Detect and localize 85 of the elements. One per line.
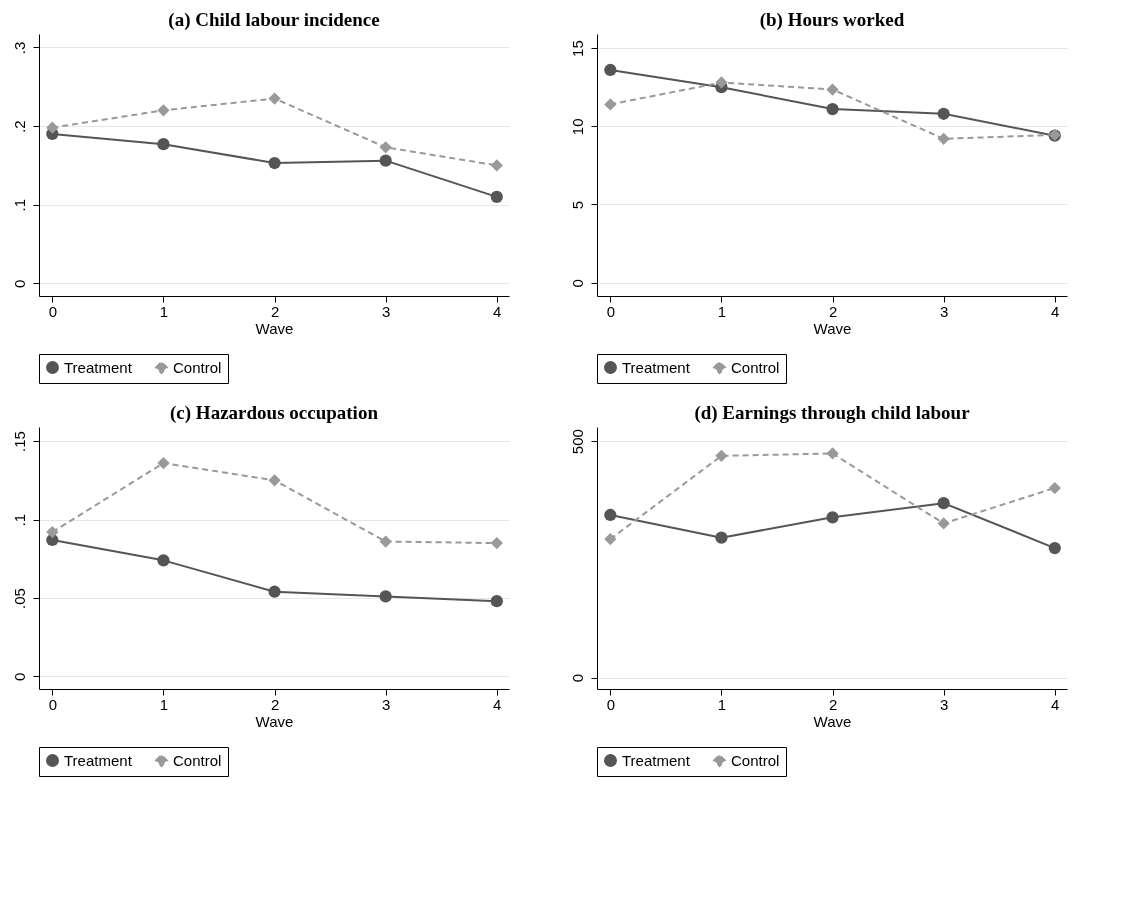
y-tick-label: 500: [568, 429, 586, 455]
x-axis-title: Wave: [255, 712, 294, 730]
x-tick-label: 1: [159, 302, 169, 320]
y-tick-label: .15: [10, 431, 28, 453]
y-tick-label: .1: [10, 513, 28, 527]
y-tick-label: 0: [10, 672, 28, 682]
x-axis-title: Wave: [813, 319, 852, 337]
point: [379, 535, 392, 548]
legend-label: Control: [731, 751, 780, 769]
legend-label: Treatment: [622, 751, 691, 769]
legend-label: Treatment: [64, 751, 133, 769]
x-tick-label: 1: [717, 302, 727, 320]
point: [490, 536, 503, 550]
x-tick-label: 2: [828, 695, 838, 713]
chart-title: (b) Hours worked: [759, 9, 905, 31]
point: [157, 104, 170, 117]
x-tick-label: 2: [828, 302, 838, 320]
y-tick-label: 0: [10, 279, 28, 289]
point: [157, 138, 170, 151]
x-tick-label: 4: [493, 695, 502, 713]
legend-label: Control: [173, 358, 222, 376]
x-tick-label: 1: [717, 695, 727, 713]
x-tick-label: 2: [270, 302, 280, 320]
point: [268, 474, 281, 487]
point: [604, 532, 617, 546]
chart-title: (d) Earnings through child labour: [694, 402, 971, 424]
point: [604, 98, 617, 111]
point: [937, 497, 950, 510]
x-tick-label: 1: [159, 695, 169, 713]
legend-label: Treatment: [622, 358, 691, 376]
point: [157, 554, 170, 567]
point: [937, 107, 950, 120]
chart-title: (a) Child labour incidence: [168, 9, 380, 31]
point: [46, 121, 59, 134]
point: [1048, 481, 1061, 495]
point: [826, 83, 839, 96]
x-tick-label: 4: [1051, 302, 1060, 320]
point: [604, 508, 617, 522]
y-tick-label: .2: [10, 120, 28, 133]
x-tick-label: 3: [381, 302, 391, 320]
point: [826, 102, 839, 116]
point: [826, 511, 839, 524]
point: [715, 76, 728, 89]
point: [826, 447, 839, 460]
x-tick-label: 3: [939, 302, 949, 320]
y-tick-label: 0: [568, 673, 586, 683]
y-tick-label: .3: [10, 41, 28, 55]
point: [937, 517, 950, 530]
point: [715, 449, 728, 462]
y-tick-label: 15: [568, 40, 586, 57]
point: [604, 63, 617, 77]
y-tick-label: 10: [568, 118, 586, 136]
x-tick-label: 0: [606, 695, 616, 713]
point: [1048, 541, 1061, 555]
point: [379, 590, 392, 603]
point: [937, 132, 950, 145]
x-tick-label: 4: [1051, 695, 1060, 713]
point: [715, 531, 728, 544]
x-tick-label: 0: [48, 695, 58, 713]
legend-label: Control: [731, 358, 780, 376]
point: [268, 585, 281, 598]
point: [379, 154, 392, 167]
point: [268, 156, 281, 170]
x-tick-label: 3: [381, 695, 391, 713]
point: [268, 92, 281, 105]
legend-label: Treatment: [64, 358, 133, 376]
chart-title: (c) Hazardous occupation: [170, 402, 379, 424]
point: [490, 190, 503, 203]
x-tick-label: 2: [270, 695, 280, 713]
y-tick-label: .05: [10, 588, 28, 609]
y-tick-label: .1: [10, 198, 28, 212]
point: [157, 456, 170, 470]
x-axis-title: Wave: [813, 712, 852, 730]
y-tick-label: 5: [568, 200, 586, 210]
x-tick-label: 3: [939, 695, 949, 713]
point: [490, 595, 503, 608]
x-tick-label: 0: [606, 302, 616, 320]
y-tick-label: 0: [568, 279, 586, 288]
x-tick-label: 0: [48, 302, 58, 320]
point: [46, 525, 59, 539]
x-axis-title: Wave: [255, 319, 294, 337]
legend-label: Control: [173, 751, 222, 769]
point: [379, 141, 392, 154]
point: [490, 159, 503, 172]
x-tick-label: 4: [493, 302, 502, 320]
